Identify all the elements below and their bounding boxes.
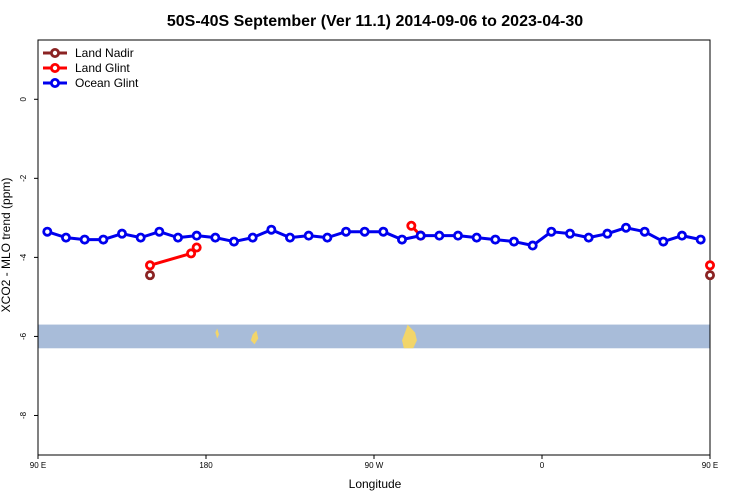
data-point-ocean-glint <box>546 226 557 237</box>
data-point-ocean-glint <box>247 232 258 243</box>
data-point-ocean-glint <box>79 234 90 245</box>
legend-label: Land Nadir <box>75 46 134 60</box>
map-land-group <box>215 324 417 349</box>
data-point-ocean-glint <box>135 232 146 243</box>
data-point-ocean-glint <box>266 224 277 235</box>
data-point-ocean-glint <box>42 226 53 237</box>
legend-marker <box>50 48 61 59</box>
data-point-ocean-glint <box>415 230 426 241</box>
data-point-ocean-glint <box>658 236 669 247</box>
chart-title: 50S-40S September (Ver 11.1) 2014-09-06 … <box>167 13 583 30</box>
legend-item-land-glint: Land Glint <box>43 61 130 75</box>
map-land-tasmania <box>250 330 259 345</box>
data-point-ocean-glint <box>154 226 165 237</box>
data-point-ocean-glint <box>172 232 183 243</box>
map-land-new-zealand-south <box>215 328 220 339</box>
data-point-ocean-glint <box>471 232 482 243</box>
y-tick-label: -2 <box>19 174 28 182</box>
data-point-ocean-glint <box>621 222 632 233</box>
x-tick-label: 180 <box>199 461 213 470</box>
legend-item-land-nadir: Land Nadir <box>43 46 134 60</box>
data-point-land-nadir <box>705 270 716 281</box>
data-point-ocean-glint <box>61 232 72 243</box>
data-point-land-glint <box>406 220 417 231</box>
x-axis: 90 E 180 90 W 0 90 E <box>30 455 718 470</box>
series-group <box>42 220 716 281</box>
map-strip <box>38 324 710 349</box>
data-point-ocean-glint <box>695 234 706 245</box>
x-tick-label: 90 W <box>365 461 384 470</box>
x-tick-label: 90 E <box>30 461 46 470</box>
data-point-ocean-glint <box>117 228 128 239</box>
legend-label: Land Glint <box>75 61 130 75</box>
data-point-ocean-glint <box>284 232 295 243</box>
data-point-land-nadir <box>144 270 155 281</box>
y-tick-label: -4 <box>19 253 28 261</box>
y-tick-label: -6 <box>19 332 28 340</box>
data-point-land-glint <box>191 242 202 253</box>
data-point-ocean-glint <box>98 234 109 245</box>
y-axis-label: XCO2 - MLO trend (ppm) <box>0 178 13 313</box>
data-point-ocean-glint <box>639 226 650 237</box>
data-point-ocean-glint <box>490 234 501 245</box>
legend-label: Ocean Glint <box>75 76 139 90</box>
data-point-land-glint <box>186 248 197 259</box>
x-axis-label: Longitude <box>349 477 402 491</box>
data-point-ocean-glint <box>322 232 333 243</box>
data-point-ocean-glint <box>508 236 519 247</box>
data-point-ocean-glint <box>434 230 445 241</box>
y-tick-label: 0 <box>19 97 28 102</box>
plot-frame <box>37 39 711 456</box>
data-point-land-glint <box>705 260 716 271</box>
series-ocean-glint <box>42 222 706 251</box>
data-point-ocean-glint <box>340 226 351 237</box>
map-land-patagonia <box>402 324 417 349</box>
data-point-ocean-glint <box>359 226 370 237</box>
data-point-ocean-glint <box>452 230 463 241</box>
data-point-ocean-glint <box>303 230 314 241</box>
x-tick-label: 0 <box>540 461 545 470</box>
data-point-ocean-glint <box>527 240 538 251</box>
x-tick-label: 90 E <box>702 461 718 470</box>
data-point-ocean-glint <box>378 226 389 237</box>
data-point-land-glint <box>144 260 155 271</box>
series-line-land-glint <box>149 251 192 267</box>
y-tick-label: -8 <box>19 411 28 419</box>
legend-marker <box>50 78 61 89</box>
y-axis: 0 -2 -4 -6 -8 <box>19 97 38 419</box>
data-point-ocean-glint <box>583 232 594 243</box>
data-point-ocean-glint <box>396 234 407 245</box>
data-point-ocean-glint <box>565 228 576 239</box>
data-point-ocean-glint <box>228 236 239 247</box>
map-ocean <box>38 324 710 349</box>
data-point-ocean-glint <box>191 230 202 241</box>
data-point-ocean-glint <box>677 230 688 241</box>
data-point-ocean-glint <box>602 228 613 239</box>
legend-item-ocean-glint: Ocean Glint <box>43 76 139 90</box>
data-point-ocean-glint <box>210 232 221 243</box>
legend-marker <box>50 63 61 74</box>
